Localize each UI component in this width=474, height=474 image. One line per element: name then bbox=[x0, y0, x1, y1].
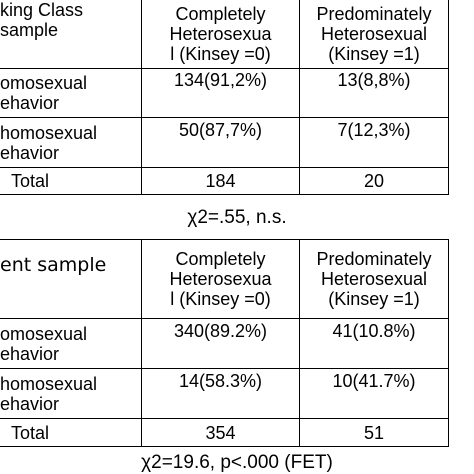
table-1-col-divider bbox=[448, 0, 449, 195]
table-cell: 340(89.2%) bbox=[173, 321, 268, 341]
header-text: (Kinsey =1) bbox=[328, 289, 420, 309]
table-1-header-predominately: Predominately Heterosexual (Kinsey =1) bbox=[300, 0, 448, 68]
header-text: king Class bbox=[0, 0, 84, 20]
table-2-col-divider bbox=[299, 239, 300, 447]
table-cell: 41(10.8%) bbox=[332, 321, 416, 341]
table-cell: 10(41.7%) bbox=[332, 371, 416, 391]
table-2-rule bbox=[0, 418, 449, 419]
table-2-header-completely: Completely Heterosexua l (Kinsey =0) bbox=[142, 240, 299, 318]
table-2-rule bbox=[0, 239, 449, 240]
table-1-header-completely: Completely Heterosexua l (Kinsey =0) bbox=[142, 0, 299, 68]
table-1-rule bbox=[0, 117, 449, 118]
row-label-text: ehavior bbox=[0, 142, 60, 163]
header-text: Predominately bbox=[316, 249, 432, 269]
table-1-rule bbox=[0, 194, 449, 195]
table-2-header-group: ent sample bbox=[0, 254, 107, 276]
header-text: Heterosexua bbox=[169, 24, 272, 44]
header-text: l (Kinsey =0) bbox=[170, 289, 271, 309]
table-2-col-divider bbox=[448, 239, 449, 447]
table-2-rule bbox=[0, 368, 449, 369]
header-text: Predominately bbox=[316, 4, 432, 24]
row-label-text: omosexual bbox=[0, 73, 88, 93]
table-cell: 50(87,7%) bbox=[178, 120, 263, 140]
table-cell-total: 184 bbox=[205, 171, 236, 191]
table-1-rule bbox=[0, 68, 449, 69]
table-1-header-group: king Class sample bbox=[0, 0, 140, 45]
header-text: l (Kinsey =0) bbox=[170, 44, 271, 64]
row-label-text: homosexual bbox=[0, 373, 98, 394]
table-row-label-total: Total bbox=[10, 422, 50, 443]
table-2-header-predominately: Predominately Heterosexual (Kinsey =1) bbox=[300, 240, 448, 318]
table-2-statistic: χ2=19.6, p<.000 (FET) bbox=[141, 452, 333, 473]
table-cell: 13(8,8%) bbox=[337, 70, 411, 90]
header-text: Completely bbox=[175, 249, 266, 269]
table-row-label: omosexual ehavior bbox=[0, 69, 140, 117]
table-1-col-divider bbox=[141, 0, 142, 195]
row-label-text: ehavior bbox=[0, 393, 60, 414]
table-row-label: omosexual ehavior bbox=[0, 319, 140, 368]
table-cell-total: 20 bbox=[363, 171, 385, 191]
table-cell-total: 51 bbox=[363, 422, 385, 443]
table-cell: 134(91,2%) bbox=[173, 70, 268, 90]
header-text: (Kinsey =1) bbox=[328, 44, 420, 64]
row-label-text: homosexual bbox=[0, 122, 98, 143]
row-label-text: ehavior bbox=[0, 93, 60, 113]
table-cell: 14(58.3%) bbox=[178, 371, 263, 391]
header-text: Heterosexual bbox=[320, 269, 428, 289]
table-1-rule bbox=[0, 167, 449, 168]
table-2-rule bbox=[0, 446, 449, 447]
row-label-text: ehavior bbox=[0, 343, 60, 364]
row-label-text: omosexual bbox=[0, 323, 88, 344]
header-text: sample bbox=[0, 20, 59, 40]
header-text: Heterosexua bbox=[169, 269, 272, 289]
table-2-rule bbox=[0, 318, 449, 319]
header-text: Completely bbox=[175, 4, 266, 24]
table-cell-total: 354 bbox=[205, 422, 236, 443]
header-text: Heterosexual bbox=[320, 24, 428, 44]
table-1-col-divider bbox=[299, 0, 300, 195]
table-2-col-divider bbox=[141, 239, 142, 447]
table-1-statistic: χ2=.55, n.s. bbox=[187, 207, 287, 228]
table-row-label-total: Total bbox=[10, 171, 50, 191]
table-cell: 7(12,3%) bbox=[337, 120, 411, 140]
table-row-label: homosexual ehavior bbox=[0, 369, 140, 418]
table-row-label: homosexual ehavior bbox=[0, 118, 140, 167]
